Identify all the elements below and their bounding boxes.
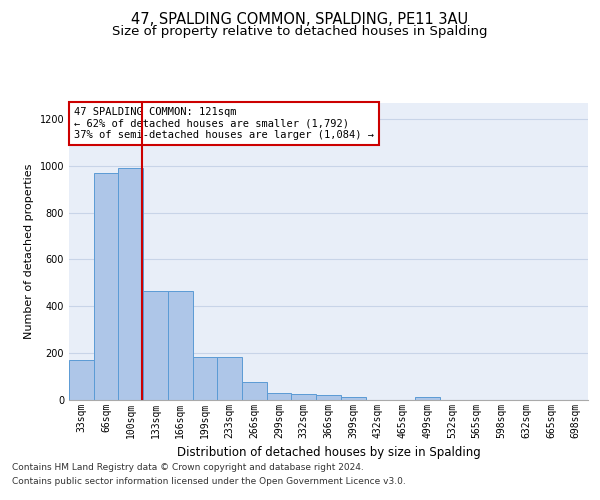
- Y-axis label: Number of detached properties: Number of detached properties: [24, 164, 34, 339]
- Bar: [341, 397, 365, 400]
- Text: 47 SPALDING COMMON: 121sqm
← 62% of detached houses are smaller (1,792)
37% of s: 47 SPALDING COMMON: 121sqm ← 62% of deta…: [74, 107, 374, 140]
- Bar: [143, 291, 168, 400]
- Bar: [217, 356, 242, 400]
- Text: Size of property relative to detached houses in Spalding: Size of property relative to detached ho…: [112, 25, 488, 38]
- Text: Contains public sector information licensed under the Open Government Licence v3: Contains public sector information licen…: [12, 477, 406, 486]
- Bar: [316, 396, 341, 400]
- Bar: [267, 393, 292, 400]
- Text: 47, SPALDING COMMON, SPALDING, PE11 3AU: 47, SPALDING COMMON, SPALDING, PE11 3AU: [131, 12, 469, 28]
- Bar: [193, 356, 217, 400]
- Bar: [94, 173, 118, 400]
- Bar: [118, 168, 143, 400]
- Bar: [168, 291, 193, 400]
- Bar: [242, 382, 267, 400]
- Bar: [415, 397, 440, 400]
- X-axis label: Distribution of detached houses by size in Spalding: Distribution of detached houses by size …: [176, 446, 481, 460]
- Bar: [69, 360, 94, 400]
- Bar: [292, 394, 316, 400]
- Text: Contains HM Land Registry data © Crown copyright and database right 2024.: Contains HM Land Registry data © Crown c…: [12, 464, 364, 472]
